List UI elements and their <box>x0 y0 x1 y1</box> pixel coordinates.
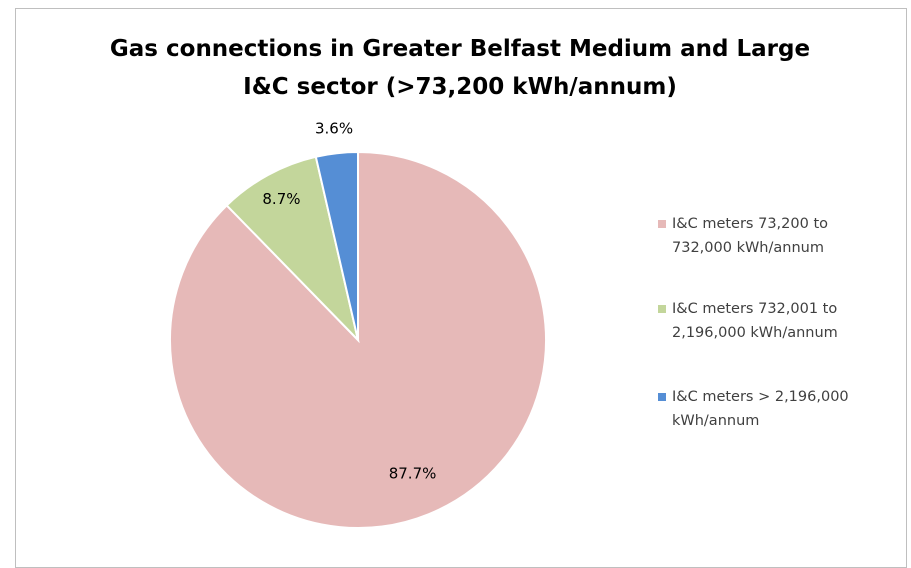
page: {"chart_data": {"type": "pie", "title": … <box>15 8 907 568</box>
legend-swatch <box>658 220 666 228</box>
data-label: 87.7% <box>389 465 437 483</box>
data-label: 8.7% <box>262 190 300 208</box>
legend-item: I&C meters 732,001 to 2,196,000 kWh/annu… <box>655 297 885 345</box>
pie-slice <box>314 150 359 341</box>
chart: 87.7% 8.7% 3.6% <box>169 119 547 529</box>
chart-title: Gas connections in Greater Belfast Mediu… <box>109 36 811 100</box>
legend-swatch <box>658 393 666 401</box>
legend-label: I&C meters > 2,196,000 kWh/annum <box>672 389 849 429</box>
data-label: 3.6% <box>315 119 353 137</box>
legend-label: I&C meters 73,200 to 732,000 kWh/annum <box>672 216 828 256</box>
legend-label: I&C meters 732,001 to 2,196,000 kWh/annu… <box>672 301 838 341</box>
legend-item: I&C meters > 2,196,000 kWh/annum <box>655 385 885 433</box>
legend-item: I&C meters 73,200 to 732,000 kWh/annum <box>655 212 885 260</box>
legend-swatch <box>658 305 666 313</box>
pie-slice <box>225 155 360 344</box>
